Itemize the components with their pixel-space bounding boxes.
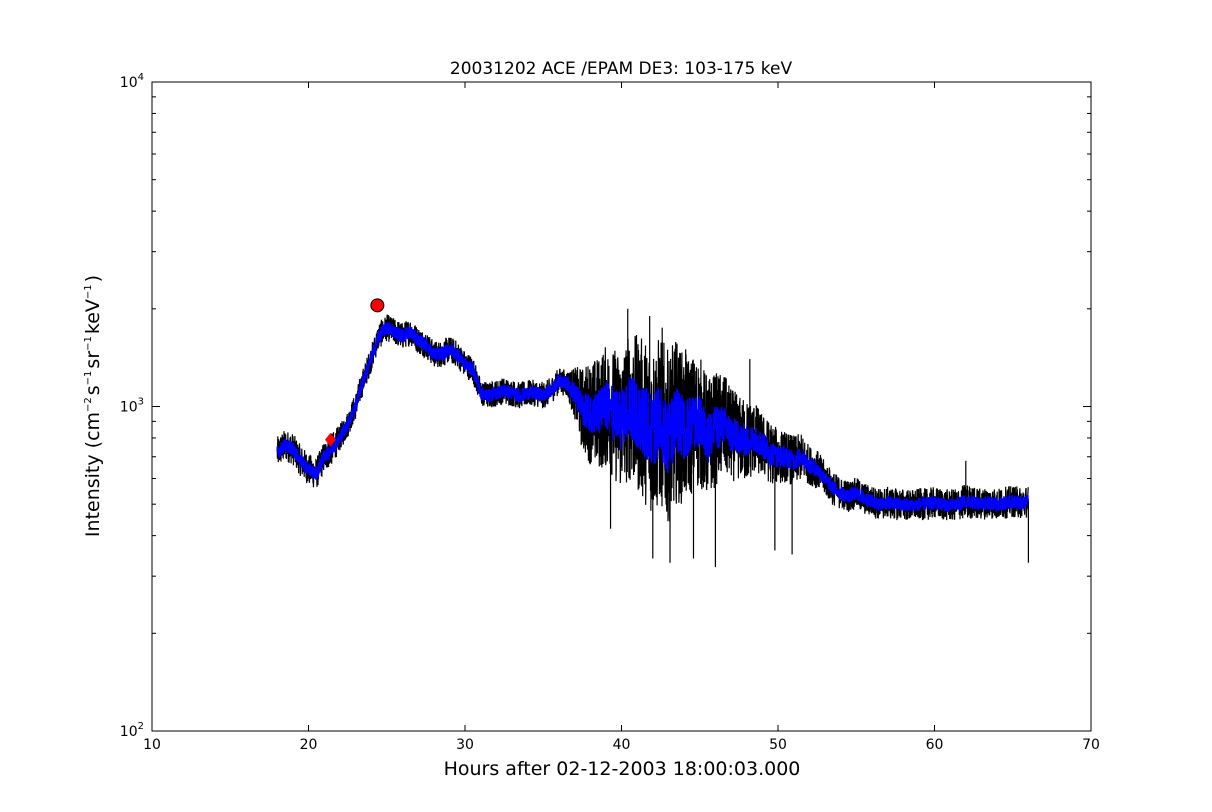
series-line [276,322,1029,514]
x-tick-label: 70 [1082,737,1100,753]
x-axis: 10 20 30 40 50 60 70 [143,82,1100,753]
y-tick-label: 102 [120,721,144,740]
peak-marker [370,298,385,313]
x-tick-label: 60 [926,737,944,753]
chart-title: 20031202 ACE /EPAM DE3: 103-175 keV [450,59,793,79]
x-tick-label: 40 [613,737,631,753]
y-axis: 102 103 104 [120,72,1091,740]
series-layer [276,308,1030,568]
onset-marker [324,432,336,447]
x-tick-label: 20 [300,737,318,753]
x-tick-label: 50 [769,737,787,753]
x-axis-label: Hours after 02-12-2003 18:00:03.000 [444,758,801,780]
x-tick-label: 10 [143,737,161,753]
marker-layer [324,298,385,447]
y-axis-label: Intensity (cm−2s−1sr−1keV−1) [82,275,104,537]
x-tick-label: 30 [456,737,474,753]
y-tick-label: 104 [120,72,144,91]
y-tick-label: 103 [120,397,144,416]
